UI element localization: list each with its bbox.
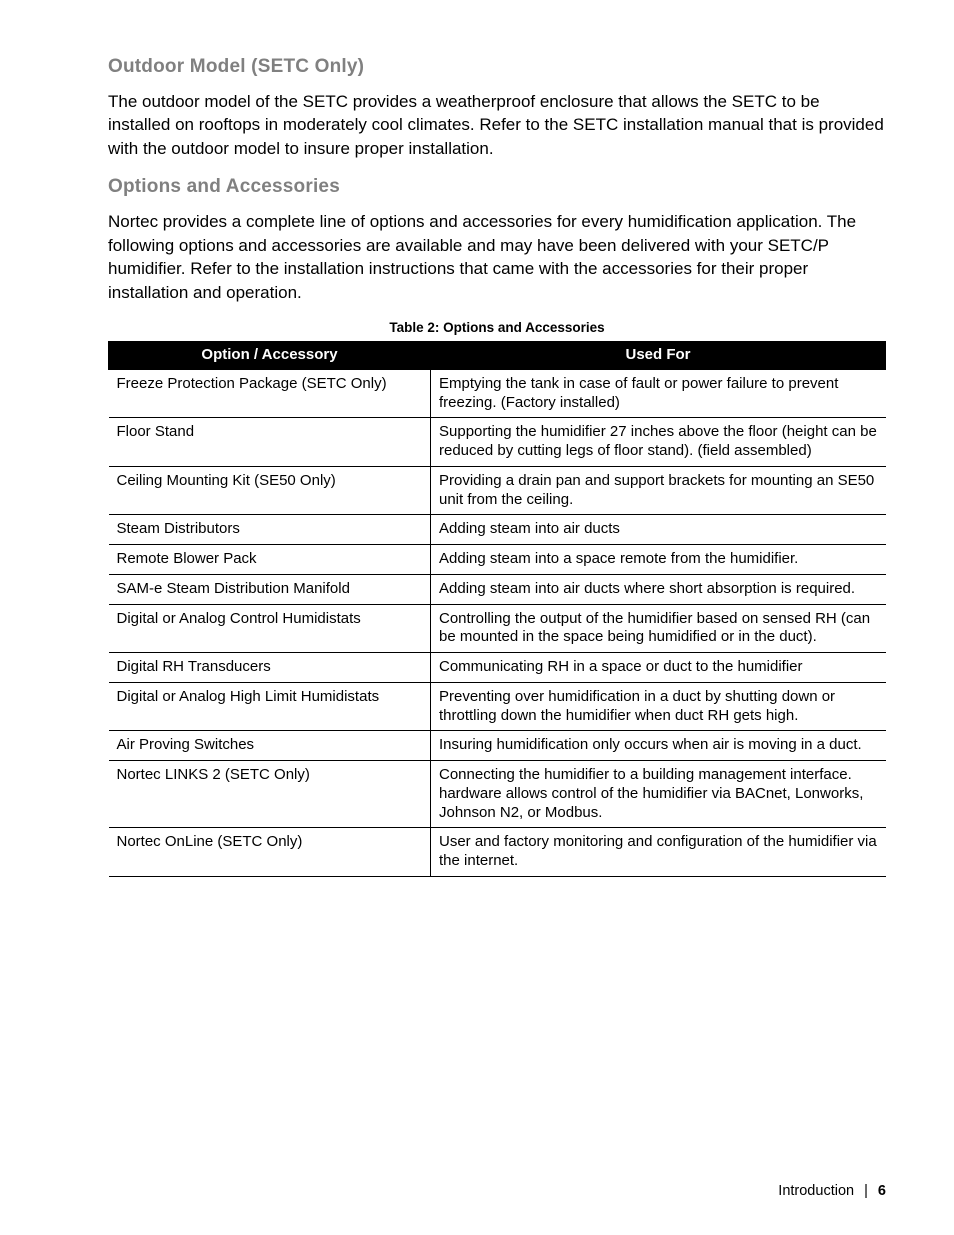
table-cell-option: Nortec LINKS 2 (SETC Only) xyxy=(109,761,431,828)
table-row: Freeze Protection Package (SETC Only)Emp… xyxy=(109,369,886,418)
table-row: Ceiling Mounting Kit (SE50 Only)Providin… xyxy=(109,466,886,515)
table-header-row: Option / Accessory Used For xyxy=(109,342,886,370)
page-footer: Introduction | 6 xyxy=(778,1183,886,1199)
table-cell-option: Floor Stand xyxy=(109,418,431,467)
table-cell-option: SAM-e Steam Distribution Manifold xyxy=(109,574,431,604)
table-row: Digital or Analog High Limit Humidistats… xyxy=(109,682,886,731)
table-header-option: Option / Accessory xyxy=(109,342,431,370)
paragraph-options-accessories: Nortec provides a complete line of optio… xyxy=(108,210,886,304)
table-row: Digital or Analog Control HumidistatsCon… xyxy=(109,604,886,653)
table-cell-used-for: User and factory monitoring and configur… xyxy=(431,828,886,877)
table-cell-used-for: Supporting the humidifier 27 inches abov… xyxy=(431,418,886,467)
table-cell-used-for: Providing a drain pan and support bracke… xyxy=(431,466,886,515)
table-cell-used-for: Connecting the humidifier to a building … xyxy=(431,761,886,828)
table-cell-used-for: Adding steam into air ducts where short … xyxy=(431,574,886,604)
table-row: Remote Blower PackAdding steam into a sp… xyxy=(109,545,886,575)
options-table: Option / Accessory Used For Freeze Prote… xyxy=(108,341,886,877)
table-cell-option: Freeze Protection Package (SETC Only) xyxy=(109,369,431,418)
table-cell-used-for: Preventing over humidification in a duct… xyxy=(431,682,886,731)
table-row: SAM-e Steam Distribution ManifoldAdding … xyxy=(109,574,886,604)
table-cell-used-for: Communicating RH in a space or duct to t… xyxy=(431,653,886,683)
table-cell-option: Air Proving Switches xyxy=(109,731,431,761)
paragraph-outdoor-model: The outdoor model of the SETC provides a… xyxy=(108,90,886,160)
table-caption: Table 2: Options and Accessories xyxy=(108,320,886,335)
table-cell-used-for: Controlling the output of the humidifier… xyxy=(431,604,886,653)
table-cell-option: Ceiling Mounting Kit (SE50 Only) xyxy=(109,466,431,515)
table-cell-used-for: Adding steam into air ducts xyxy=(431,515,886,545)
table-row: Steam DistributorsAdding steam into air … xyxy=(109,515,886,545)
footer-section-label: Introduction xyxy=(778,1183,854,1199)
table-row: Nortec OnLine (SETC Only)User and factor… xyxy=(109,828,886,877)
table-row: Digital RH TransducersCommunicating RH i… xyxy=(109,653,886,683)
heading-options-accessories: Options and Accessories xyxy=(108,176,886,198)
table-cell-option: Digital or Analog High Limit Humidistats xyxy=(109,682,431,731)
table-cell-option: Remote Blower Pack xyxy=(109,545,431,575)
footer-separator: | xyxy=(858,1183,874,1199)
table-cell-used-for: Emptying the tank in case of fault or po… xyxy=(431,369,886,418)
table-cell-used-for: Adding steam into a space remote from th… xyxy=(431,545,886,575)
table-row: Floor StandSupporting the humidifier 27 … xyxy=(109,418,886,467)
footer-page-number: 6 xyxy=(878,1183,886,1199)
table-cell-option: Digital or Analog Control Humidistats xyxy=(109,604,431,653)
table-cell-option: Steam Distributors xyxy=(109,515,431,545)
document-page: Outdoor Model (SETC Only) The outdoor mo… xyxy=(0,0,954,1235)
table-cell-used-for: Insuring humidification only occurs when… xyxy=(431,731,886,761)
heading-outdoor-model: Outdoor Model (SETC Only) xyxy=(108,56,886,78)
table-cell-option: Nortec OnLine (SETC Only) xyxy=(109,828,431,877)
table-cell-option: Digital RH Transducers xyxy=(109,653,431,683)
table-row: Air Proving SwitchesInsuring humidificat… xyxy=(109,731,886,761)
table-header-used-for: Used For xyxy=(431,342,886,370)
table-row: Nortec LINKS 2 (SETC Only)Connecting the… xyxy=(109,761,886,828)
